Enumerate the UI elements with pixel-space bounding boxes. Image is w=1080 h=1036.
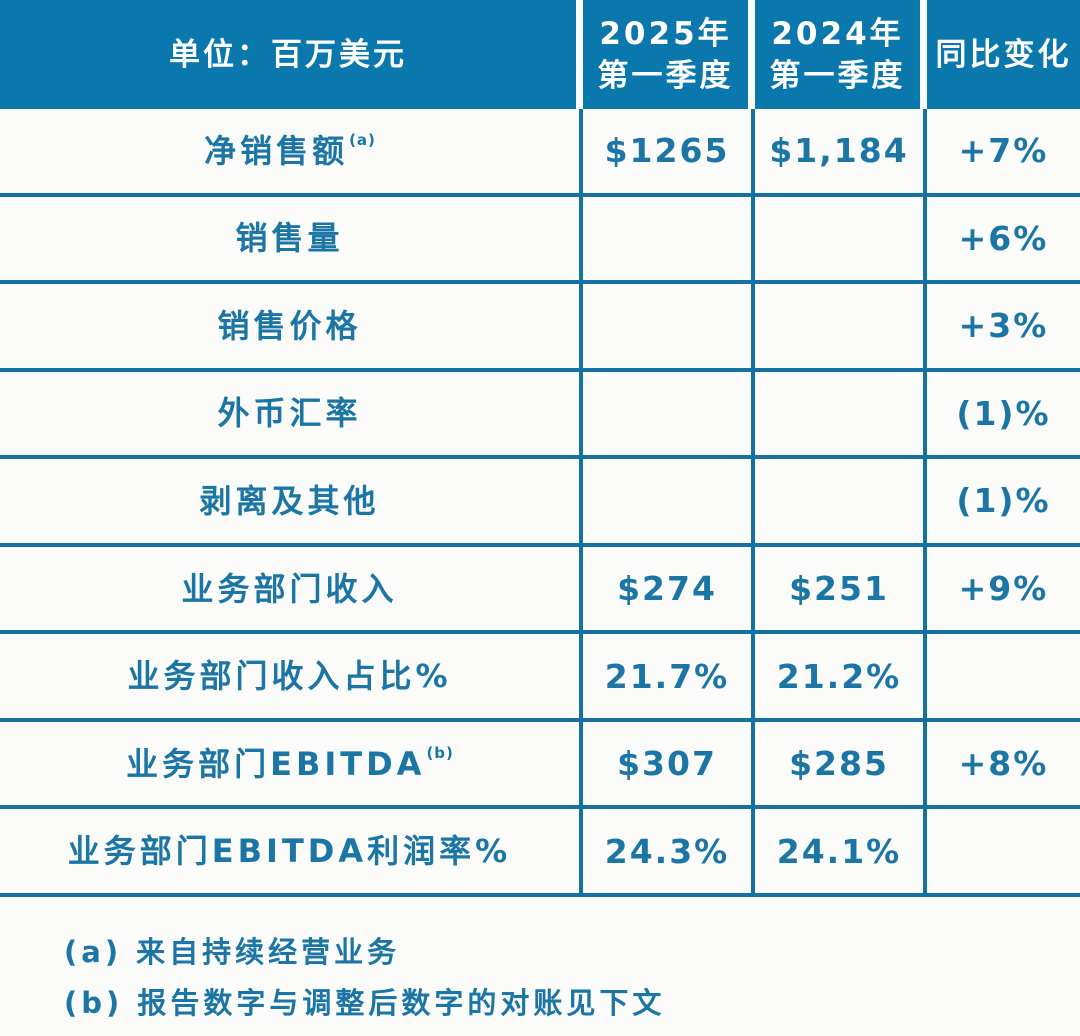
footnote-a: (a) 来自持续经营业务 <box>64 934 401 969</box>
value-2025: 24.3% <box>604 831 730 871</box>
header-2024-q1-label: 2024年 第一季度 <box>769 15 906 94</box>
value-2024-cell <box>755 196 927 281</box>
footnote-b: (b) 报告数字与调整后数字的对账见下文 <box>64 985 666 1020</box>
yoy-cell: (1)% <box>927 459 1080 543</box>
table-row-segment-ebitda-margin: 业务部门EBITDA利润率% 24.3% 24.1% <box>0 809 1080 897</box>
yoy-cell: +7% <box>927 109 1080 193</box>
value-2024-cell: $251 <box>755 546 927 631</box>
table-row-segment-income: 业务部门收入 $274 $251 +9% <box>0 546 1080 635</box>
metric-label: 净销售额 <box>204 131 349 170</box>
yoy-cell: +3% <box>927 284 1080 368</box>
yoy-value: +3% <box>958 306 1049 346</box>
yoy-cell <box>927 809 1080 893</box>
yoy-value: (1)% <box>956 393 1051 433</box>
metric-label-cell: 业务部门EBITDA (b) <box>0 721 583 806</box>
yoy-cell: (1)% <box>927 372 1080 456</box>
header-unit-label: 单位：百万美元 <box>169 36 407 73</box>
value-2025-cell <box>583 371 755 456</box>
metric-label: 外币汇率 <box>217 394 362 433</box>
yoy-value: +9% <box>958 569 1049 608</box>
footnotes: (a) 来自持续经营业务 (b) 报告数字与调整后数字的对账见下文 <box>64 927 1080 1029</box>
yoy-cell: +9% <box>927 547 1080 631</box>
metric-label-cell: 业务部门收入 <box>0 546 583 631</box>
value-2025-cell: $307 <box>583 721 755 806</box>
metric-label-cell: 销售量 <box>0 196 583 281</box>
value-2025-cell <box>583 196 755 281</box>
value-2025-cell <box>583 459 755 543</box>
value-2024-cell <box>755 371 927 456</box>
header-yoy-label: 同比变化 <box>935 36 1072 73</box>
value-2025: $1265 <box>604 131 730 171</box>
table-row-divestitures: 剥离及其他 (1)% <box>0 459 1080 547</box>
value-2024-cell <box>755 459 927 543</box>
yoy-value: +7% <box>958 131 1049 171</box>
yoy-cell: +6% <box>927 197 1080 281</box>
yoy-value: +6% <box>958 218 1049 258</box>
results-table: 单位：百万美元 2025年 第一季度 2024年 第一季度 同比变化 净销售额(… <box>0 0 1080 897</box>
table-row-segment-income-pct: 业务部门收入占比% 21.7% 21.2% <box>0 634 1080 722</box>
value-2024-cell: 24.1% <box>755 809 927 893</box>
yoy-cell: +8% <box>927 722 1080 806</box>
metric-label: 销售价格 <box>217 306 362 345</box>
value-2025-cell: $1265 <box>583 109 755 193</box>
metric-label: 业务部门EBITDA利润率% <box>67 832 512 871</box>
footnote-ref-a: (a) <box>349 130 376 149</box>
footnote-ref-b: (b) <box>426 743 454 762</box>
header-yoy-cell: 同比变化 <box>927 0 1080 109</box>
metric-label: 业务部门EBITDA <box>126 744 426 783</box>
metric-label-cell: 净销售额 (a) <box>0 109 583 193</box>
table-body: 净销售额 (a) $1265 $1,184 +7% 销售量 +6% 销售价格 +3… <box>0 109 1080 897</box>
value-2024: 24.1% <box>776 831 902 871</box>
value-2024: $285 <box>789 744 889 784</box>
header-2025-q1-label: 2025年 第一季度 <box>597 15 734 94</box>
value-2025: $274 <box>617 569 717 608</box>
metric-label: 剥离及其他 <box>199 481 380 520</box>
value-2024: $251 <box>789 569 889 608</box>
metric-label: 业务部门收入 <box>181 569 398 608</box>
metric-label-cell: 外币汇率 <box>0 371 583 456</box>
table-row-sales-volume: 销售量 +6% <box>0 196 1080 285</box>
metric-label-cell: 业务部门EBITDA利润率% <box>0 809 583 893</box>
value-2025: 21.7% <box>604 656 730 696</box>
value-2024: 21.2% <box>776 656 902 696</box>
value-2024-cell: $285 <box>755 721 927 806</box>
yoy-value: +8% <box>958 744 1049 784</box>
value-2025-cell <box>583 284 755 368</box>
value-2024: $1,184 <box>769 131 909 171</box>
value-2025-cell: $274 <box>583 546 755 631</box>
yoy-value: (1)% <box>956 481 1051 521</box>
metric-label-cell: 业务部门收入占比% <box>0 634 583 718</box>
value-2024-cell: 21.2% <box>755 634 927 718</box>
table-header-row: 单位：百万美元 2025年 第一季度 2024年 第一季度 同比变化 <box>0 0 1080 109</box>
value-2025: $307 <box>617 744 717 784</box>
value-2024-cell <box>755 284 927 368</box>
table-row-segment-ebitda: 业务部门EBITDA (b) $307 $285 +8% <box>0 721 1080 810</box>
table-row-sales-price: 销售价格 +3% <box>0 284 1080 372</box>
header-2024-q1-cell: 2024年 第一季度 <box>755 0 927 109</box>
value-2025-cell: 24.3% <box>583 809 755 893</box>
table-row-net-sales: 净销售额 (a) $1265 $1,184 +7% <box>0 109 1080 197</box>
value-2024-cell: $1,184 <box>755 109 927 193</box>
table-row-fx: 外币汇率 (1)% <box>0 371 1080 460</box>
metric-label-cell: 销售价格 <box>0 284 583 368</box>
header-unit-cell: 单位：百万美元 <box>0 0 583 109</box>
metric-label-cell: 剥离及其他 <box>0 459 583 543</box>
header-2025-q1-cell: 2025年 第一季度 <box>583 0 755 109</box>
yoy-cell <box>927 634 1080 718</box>
metric-label: 业务部门收入占比% <box>127 657 452 696</box>
value-2025-cell: 21.7% <box>583 634 755 718</box>
metric-label: 销售量 <box>235 219 344 258</box>
